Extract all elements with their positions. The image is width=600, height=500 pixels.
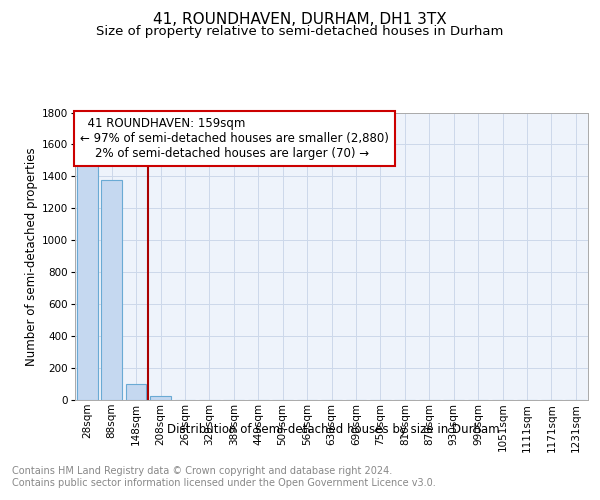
Bar xyxy=(125,384,146,400)
Text: 41, ROUNDHAVEN, DURHAM, DH1 3TX: 41, ROUNDHAVEN, DURHAM, DH1 3TX xyxy=(153,12,447,28)
Text: Size of property relative to semi-detached houses in Durham: Size of property relative to semi-detach… xyxy=(97,25,503,38)
Bar xyxy=(150,396,171,400)
Y-axis label: Number of semi-detached properties: Number of semi-detached properties xyxy=(25,147,38,366)
Bar xyxy=(101,180,122,400)
Text: Contains HM Land Registry data © Crown copyright and database right 2024.: Contains HM Land Registry data © Crown c… xyxy=(12,466,392,476)
Bar xyxy=(77,162,98,400)
Text: Contains public sector information licensed under the Open Government Licence v3: Contains public sector information licen… xyxy=(12,478,436,488)
Text: Distribution of semi-detached houses by size in Durham: Distribution of semi-detached houses by … xyxy=(167,422,499,436)
Text: 41 ROUNDHAVEN: 159sqm  
← 97% of semi-detached houses are smaller (2,880)
    2%: 41 ROUNDHAVEN: 159sqm ← 97% of semi-deta… xyxy=(80,117,389,160)
